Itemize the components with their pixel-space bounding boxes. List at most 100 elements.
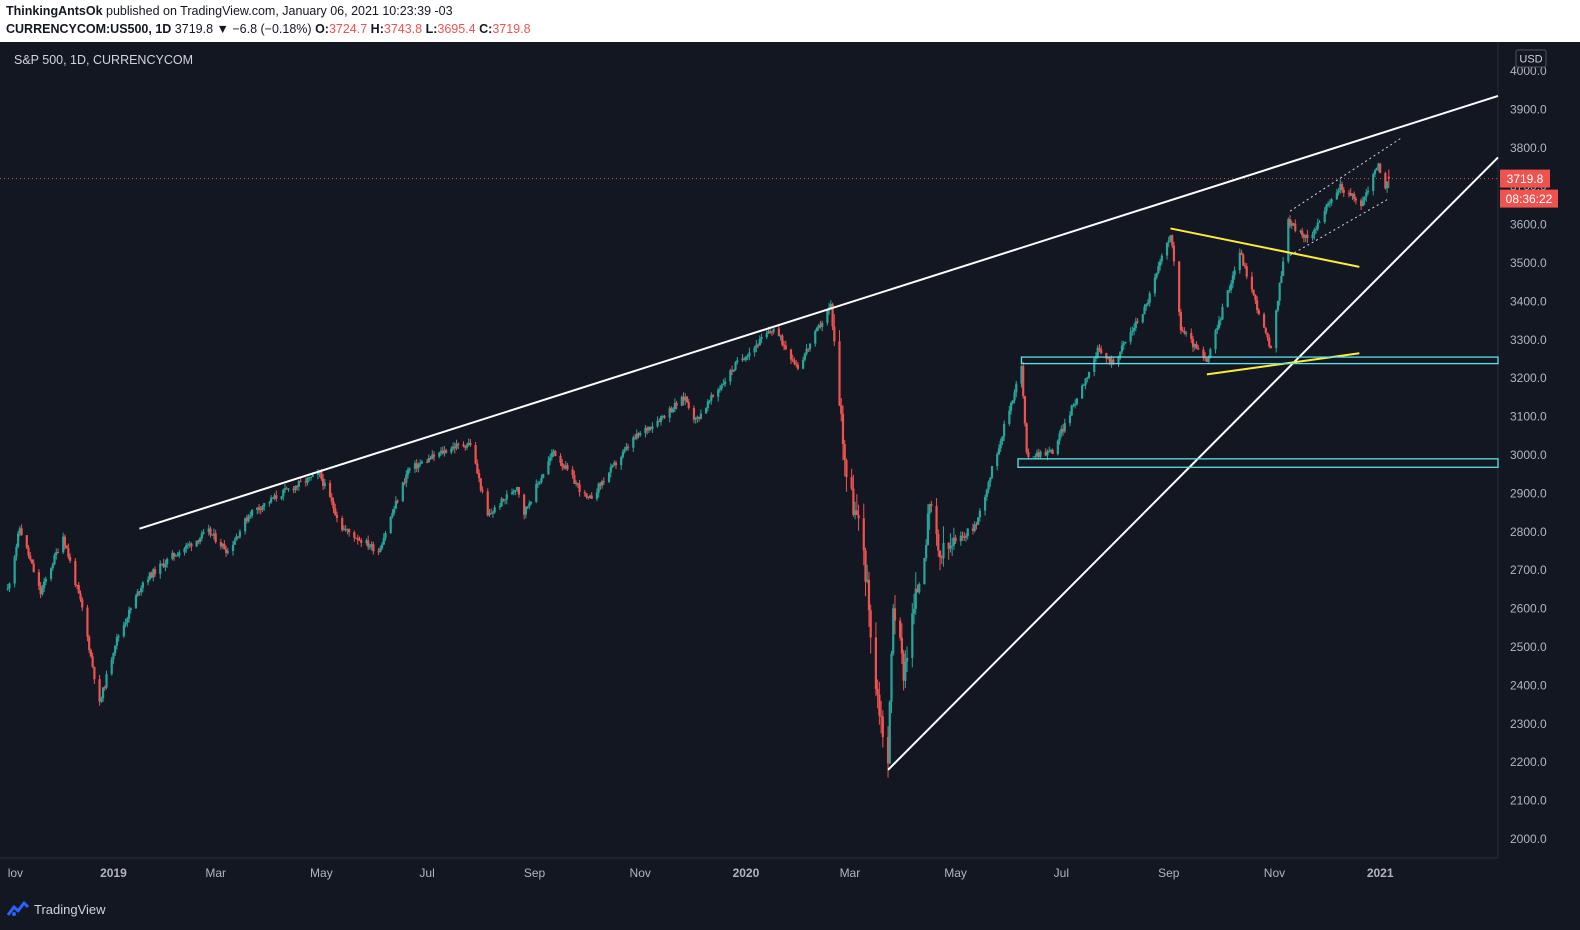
candle-body-up	[729, 370, 732, 382]
currency-badge	[1515, 49, 1547, 68]
chart-frame: 2000.0 2100.0 2200.0 2300.0 2400.0 2500.0 2600…	[0, 42, 1580, 930]
candle-body-up	[999, 441, 1002, 449]
candle-body-up	[43, 581, 46, 589]
candle-body-up	[1075, 398, 1079, 404]
candle-body-down	[1243, 265, 1247, 267]
candle-body-up	[918, 584, 921, 593]
symbol-label[interactable]: CURRENCYCOM:US500, 1D	[6, 22, 172, 36]
candle-body-down	[27, 547, 30, 556]
candle-body-up	[704, 408, 708, 414]
candle-body-up	[1385, 181, 1389, 189]
candle-body-up	[1134, 321, 1137, 328]
candle-body-up	[926, 513, 929, 545]
candle-body-down	[479, 478, 482, 491]
x-tick-label: Nov	[630, 866, 651, 880]
candle-body-down	[1269, 346, 1273, 349]
candle-body-down	[63, 536, 67, 546]
candle-body-up	[656, 420, 659, 427]
candle-body-up	[1119, 351, 1122, 358]
candle-body-down	[79, 593, 82, 600]
candle-body-up	[1096, 347, 1099, 357]
candle-body-down	[292, 488, 295, 491]
candle-body-down	[770, 331, 774, 333]
candle-body-up	[1158, 261, 1162, 267]
y-tick-label: 3200.0	[1510, 371, 1547, 385]
footer-brand[interactable]: TradingView	[34, 902, 106, 917]
candle-body-down	[845, 460, 848, 478]
candle-body-up	[1153, 277, 1156, 294]
candle-body-up	[1325, 205, 1328, 212]
candle-body-down	[209, 528, 212, 535]
candle-body-up	[808, 343, 812, 349]
candle-body-up	[231, 544, 235, 551]
candle-body-up	[987, 482, 990, 491]
candle-body-down	[867, 579, 871, 611]
candle-body-up	[174, 555, 177, 557]
candle-body-down	[356, 538, 359, 540]
candle-body-up	[1238, 252, 1241, 271]
candle-body-up	[8, 583, 11, 589]
candle-body-up	[1339, 184, 1342, 191]
candle-body-up	[500, 498, 503, 507]
candle-body-up	[529, 501, 533, 504]
candle-body-up	[308, 476, 311, 478]
candle-body-up	[44, 578, 47, 582]
candle-body-down	[874, 637, 878, 689]
x-tick-label: Jul	[419, 866, 434, 880]
candle-body-up	[514, 490, 517, 492]
candle-body-up	[455, 443, 458, 449]
candle-body-down	[372, 544, 375, 552]
candle-body-up	[465, 445, 469, 448]
x-tick-label: 2019	[100, 866, 127, 880]
y-tick-label: 2000.0	[1510, 832, 1547, 846]
candle-body-up	[717, 389, 720, 397]
x-tick-label: lov	[8, 866, 23, 880]
y-tick-label: 3900.0	[1510, 102, 1547, 116]
candle-body-down	[1268, 337, 1271, 347]
candle-body-up	[198, 538, 202, 543]
candle-body-up	[1008, 410, 1011, 424]
candle-body-up	[951, 545, 954, 547]
candle-body-up	[888, 701, 891, 764]
candle-body-up	[597, 483, 600, 493]
candle-body-up	[1230, 283, 1233, 290]
candle-body-down	[354, 537, 358, 539]
author-name[interactable]: ThinkingAntsOk	[6, 4, 103, 18]
candle-body-down	[573, 474, 576, 484]
open-label: O:	[315, 22, 329, 36]
candle-body-down	[781, 335, 784, 345]
candle-body-up	[892, 608, 895, 654]
channel-lower-line	[1289, 199, 1388, 256]
candle-body-up	[431, 454, 434, 459]
candle-body-down	[1183, 331, 1186, 334]
candle-body-down	[578, 484, 581, 493]
candle-body-down	[88, 636, 91, 651]
chart-canvas[interactable]: 2000.0 2100.0 2200.0 2300.0 2400.0 2500.0 2600…	[0, 42, 1580, 930]
candle-body-up	[741, 358, 744, 361]
candle-body-up	[1330, 199, 1333, 203]
candle-body-up	[382, 538, 385, 545]
candle-body-down	[864, 550, 867, 582]
candle-body-up	[753, 347, 756, 353]
candle-body-up	[443, 450, 446, 454]
y-tick-label: 3600.0	[1510, 218, 1547, 232]
candle-body-down	[103, 687, 106, 689]
close-label: C:	[479, 22, 493, 36]
candle-body-up	[1299, 230, 1302, 232]
candle-body-down	[756, 344, 760, 346]
candle-body-down	[1342, 189, 1345, 193]
candle-body-down	[1022, 365, 1025, 397]
candle-body-down	[20, 528, 23, 536]
candle-body-up	[1160, 255, 1163, 262]
candle-body-down	[1266, 332, 1269, 338]
candle-body-down	[89, 650, 93, 657]
candle-body-up	[1070, 405, 1073, 416]
candle-body-up	[105, 674, 108, 688]
candle-body-down	[862, 518, 865, 551]
candle-body-up	[297, 481, 300, 487]
candle-body-up	[802, 359, 805, 369]
x-tick-label: Jul	[1054, 866, 1069, 880]
channel-upper-line	[1289, 137, 1402, 212]
candle-body-up	[1233, 270, 1236, 276]
candle-body-down	[190, 543, 193, 547]
